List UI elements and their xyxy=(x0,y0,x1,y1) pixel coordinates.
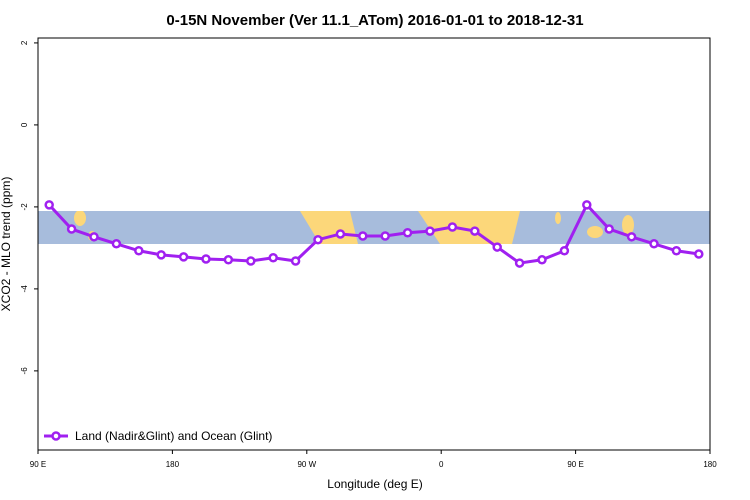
x-tick-label: 180 xyxy=(703,460,717,469)
y-tick-label: -6 xyxy=(20,367,29,375)
point xyxy=(268,252,278,263)
point xyxy=(514,258,525,268)
x-tick-label: 90 E xyxy=(567,460,583,469)
point xyxy=(626,232,637,242)
legend-label: Land (Nadir&Glint) and Ocean (Glint) xyxy=(75,429,272,443)
point xyxy=(380,231,390,241)
point xyxy=(537,255,547,265)
point xyxy=(358,231,368,241)
y-tick-label: -4 xyxy=(20,285,29,293)
x-tick-label: 90 E xyxy=(30,460,46,469)
point xyxy=(582,200,592,210)
point xyxy=(559,246,570,256)
point xyxy=(335,229,346,239)
point xyxy=(66,224,77,234)
point xyxy=(201,254,211,264)
x-tick-label: 0 xyxy=(439,460,444,469)
point xyxy=(156,250,166,260)
point xyxy=(290,256,301,266)
point xyxy=(671,246,682,256)
point xyxy=(134,246,144,256)
legend-marker xyxy=(51,431,61,441)
point xyxy=(313,234,323,245)
point xyxy=(492,242,502,252)
point xyxy=(425,226,435,236)
point xyxy=(694,249,704,259)
y-tick-label: 0 xyxy=(20,122,29,127)
point xyxy=(402,227,413,238)
y-tick-label: 2 xyxy=(20,40,29,45)
point xyxy=(447,222,458,232)
point xyxy=(604,224,614,234)
point xyxy=(649,239,659,249)
point xyxy=(44,200,54,210)
point xyxy=(246,256,256,266)
point xyxy=(470,226,480,236)
point xyxy=(223,255,234,265)
x-tick-label: 180 xyxy=(166,460,180,469)
chart-title: 0-15N November (Ver 11.1_ATom) 2016-01-0… xyxy=(166,12,583,29)
point xyxy=(111,239,122,249)
plot-frame xyxy=(37,37,711,451)
x-axis-label: Longitude (deg E) xyxy=(327,477,422,491)
x-tick-label: 90 W xyxy=(297,460,316,469)
point xyxy=(178,252,189,262)
y-axis-label: XCO2 - MLO trend (ppm) xyxy=(0,177,13,312)
y-tick-label: -2 xyxy=(20,203,29,211)
point xyxy=(89,232,99,242)
